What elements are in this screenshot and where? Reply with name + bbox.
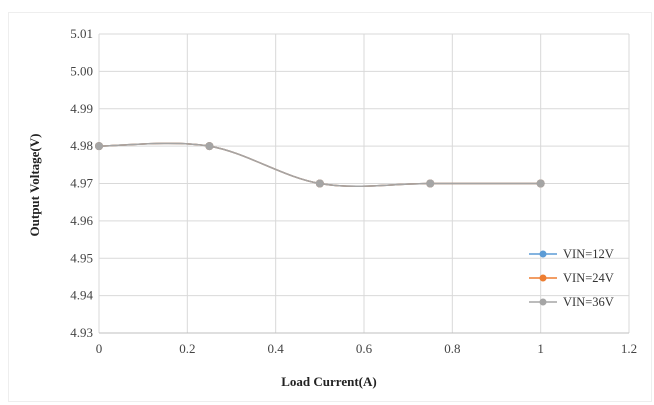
y-tick-label: 4.93 xyxy=(70,325,93,340)
chart-container: 4.93 4.94 4.95 4.96 4.97 4.98 4.99 5.00 5.01 0 0.… xyxy=(8,12,652,402)
legend-marker xyxy=(539,250,547,258)
y-tick-label: 5.01 xyxy=(70,26,93,41)
legend-label: VIN=24V xyxy=(563,271,614,285)
legend-entry: VIN=36V xyxy=(529,295,614,309)
y-tick-label: 4.95 xyxy=(70,250,93,265)
x-tick-label: 0.2 xyxy=(179,341,195,356)
x-tick-label: 0.6 xyxy=(356,341,373,356)
x-tick-label: 1.2 xyxy=(621,341,637,356)
data-point xyxy=(95,142,103,151)
grid xyxy=(98,33,630,334)
series-VIN=36V xyxy=(95,142,545,188)
x-axis-title: Load Current(A) xyxy=(281,374,376,389)
legend-label: VIN=36V xyxy=(563,295,614,309)
x-tick-label: 1 xyxy=(537,341,544,356)
data-point xyxy=(315,179,324,188)
legend-entry: VIN=24V xyxy=(529,271,614,285)
y-tick-label: 4.99 xyxy=(70,101,93,116)
x-tick-labels: 0 0.2 0.4 0.6 0.8 1 1.2 xyxy=(96,341,637,356)
series-lines xyxy=(95,142,545,188)
x-tick-label: 0 xyxy=(96,341,103,356)
data-point xyxy=(536,179,545,188)
y-tick-label: 4.96 xyxy=(70,213,93,228)
data-point xyxy=(426,179,435,188)
y-tick-label: 4.94 xyxy=(70,288,93,303)
y-tick-label: 4.98 xyxy=(70,138,93,153)
legend-marker xyxy=(539,298,547,306)
y-axis-title: Output Voltage(V) xyxy=(27,134,42,237)
line-chart: 4.93 4.94 4.95 4.96 4.97 4.98 4.99 5.00 5.01 0 0.… xyxy=(27,26,637,389)
data-point xyxy=(205,142,214,151)
y-tick-label: 5.00 xyxy=(70,63,93,78)
x-tick-label: 0.4 xyxy=(268,341,285,356)
y-tick-label: 4.97 xyxy=(70,176,93,191)
legend-label: VIN=12V xyxy=(563,247,614,261)
y-tick-labels: 4.93 4.94 4.95 4.96 4.97 4.98 4.99 5.00 5.01 xyxy=(70,26,93,340)
legend: VIN=12V VIN=24V VIN=36V xyxy=(529,247,614,309)
x-tick-label: 0.8 xyxy=(444,341,460,356)
legend-entry: VIN=12V xyxy=(529,247,614,261)
legend-marker xyxy=(539,274,547,282)
